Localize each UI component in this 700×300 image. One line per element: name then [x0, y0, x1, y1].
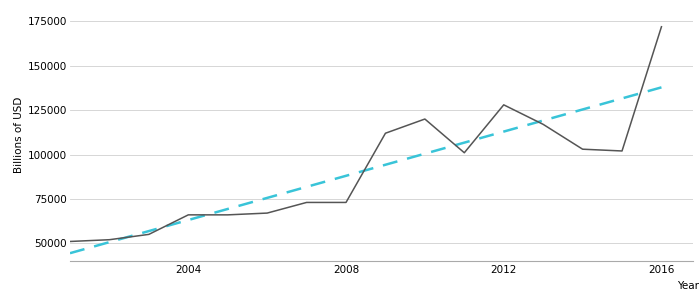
X-axis label: Year: Year [677, 281, 699, 291]
Y-axis label: Billions of USD: Billions of USD [14, 97, 24, 173]
